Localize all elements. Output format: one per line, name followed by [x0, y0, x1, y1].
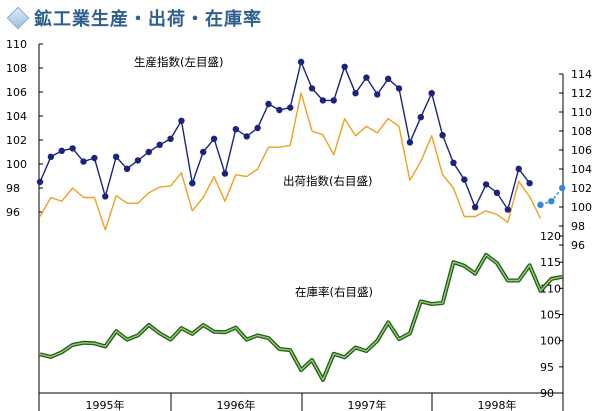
production-point	[102, 193, 109, 200]
production-point	[493, 189, 501, 196]
right-lower-tick-label: 120	[540, 230, 561, 243]
shipments-series-line	[39, 92, 542, 231]
left-tick-label: 102	[6, 134, 27, 147]
production-point	[36, 178, 44, 186]
production-point	[221, 170, 229, 177]
right-upper-tick-label: 100	[571, 201, 592, 214]
x-year-label: 1997年	[348, 398, 387, 411]
production-point	[254, 124, 261, 132]
right-upper-tick-label: 114	[571, 68, 592, 81]
left-tick-label: 96	[6, 206, 20, 219]
right-upper-tick-label: 98	[571, 220, 585, 233]
production-point	[178, 117, 185, 125]
left-tick-label: 108	[6, 62, 27, 75]
right-upper-tick-label: 112	[571, 87, 592, 100]
production-point	[352, 90, 359, 97]
production-point	[287, 104, 294, 111]
inventory-series-line	[39, 252, 563, 382]
right-lower-tick-label: 105	[540, 309, 561, 322]
chart-title: 鉱工業生産・出荷・在庫率	[4, 2, 304, 30]
production-point	[91, 154, 98, 162]
production-projection-point	[537, 201, 544, 208]
chart-title-text: 鉱工業生産・出荷・在庫率	[34, 9, 262, 30]
right-lower-tick-label: 115	[540, 256, 561, 269]
production-series-label: 生産指数(左目盛)	[134, 55, 223, 69]
x-year-label: 1996年	[217, 398, 256, 411]
production-point	[374, 91, 381, 98]
production-point	[395, 85, 403, 92]
left-tick-label: 100	[6, 158, 27, 171]
x-year-label: 1995年	[86, 398, 125, 411]
production-point	[243, 133, 250, 140]
production-point	[363, 74, 370, 81]
production-point	[80, 158, 87, 165]
right-upper-tick-label: 106	[571, 144, 592, 157]
production-point	[515, 165, 522, 172]
production-point	[145, 148, 152, 156]
left-tick-label: 110	[6, 38, 27, 51]
right-lower-tick-label: 100	[540, 335, 561, 348]
production-point	[123, 165, 131, 172]
production-point	[156, 141, 163, 148]
production-point	[112, 153, 120, 160]
production-point	[504, 206, 512, 213]
production-point	[319, 97, 327, 104]
production-point	[472, 204, 479, 211]
left-tick-label: 106	[6, 86, 27, 99]
production-point	[384, 75, 392, 83]
production-point	[439, 132, 446, 139]
left-tick-label: 98	[6, 182, 20, 195]
production-point	[265, 100, 272, 108]
right-lower-tick-label: 90	[540, 387, 554, 400]
production-point	[461, 176, 468, 183]
production-series-line	[39, 59, 531, 212]
production-point	[330, 97, 337, 104]
production-point	[428, 90, 435, 97]
right-upper-tick-label: 104	[571, 163, 592, 176]
production-point	[210, 135, 218, 142]
production-point	[276, 106, 283, 114]
x-year-label: 1998年	[478, 398, 517, 411]
production-point	[526, 180, 533, 187]
right-upper-tick-label: 110	[571, 106, 592, 119]
inventory-series-line-inner	[39, 254, 563, 381]
production-point	[167, 135, 174, 142]
production-point	[417, 114, 424, 121]
production-point	[308, 85, 316, 92]
production-point	[450, 159, 457, 166]
right-upper-tick-label: 96	[571, 239, 585, 252]
right-upper-tick-label: 102	[571, 182, 592, 195]
production-point	[58, 147, 65, 154]
production-point	[232, 126, 240, 133]
inventory-series-label: 在庫率(右目盛)	[295, 285, 373, 299]
production-point	[69, 145, 76, 152]
production-point	[200, 148, 207, 156]
shipments-series-label: 出荷指数(右目盛)	[283, 174, 372, 188]
production-point	[297, 58, 305, 66]
right-lower-tick-label: 95	[540, 361, 554, 374]
production-projection-point	[559, 184, 566, 192]
production-point	[134, 157, 142, 164]
production-point	[406, 139, 414, 146]
production-point	[189, 180, 196, 187]
production-point	[341, 63, 348, 70]
left-tick-label: 104	[6, 110, 27, 123]
production-projection-point	[548, 198, 555, 205]
production-point	[482, 181, 490, 188]
production-point	[47, 153, 55, 160]
right-upper-tick-label: 108	[571, 125, 592, 138]
